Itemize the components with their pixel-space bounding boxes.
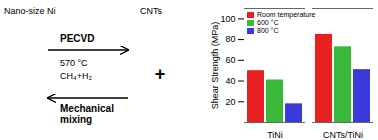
svg-text:40: 40 xyxy=(225,76,235,86)
svg-text:CNTs/TiNi: CNTs/TiNi xyxy=(323,130,363,140)
svg-text:Nano-size Ni: Nano-size Ni xyxy=(4,6,56,16)
svg-text:60: 60 xyxy=(225,55,235,65)
svg-text:570 °C: 570 °C xyxy=(60,58,88,68)
html-text:Room temperature: Room temperature xyxy=(257,11,316,18)
svg-text:100: 100 xyxy=(220,14,235,24)
svg-text:80: 80 xyxy=(225,34,235,44)
html-text:800 °C: 800 °C xyxy=(257,27,279,34)
svg-text:Shear Strength (MPa): Shear Strength (MPa) xyxy=(210,22,220,110)
svg-text:CNTs: CNTs xyxy=(140,6,162,16)
svg-text:PECVD: PECVD xyxy=(60,33,94,44)
svg-text:Mechanicalmixing: Mechanicalmixing xyxy=(60,103,114,125)
svg-text:20: 20 xyxy=(225,97,235,107)
svg-text:CH₄+H₂: CH₄+H₂ xyxy=(60,71,92,81)
svg-text:TiNi: TiNi xyxy=(267,130,283,140)
html-text:600 °C: 600 °C xyxy=(257,19,279,26)
svg-text:+: + xyxy=(155,64,166,84)
